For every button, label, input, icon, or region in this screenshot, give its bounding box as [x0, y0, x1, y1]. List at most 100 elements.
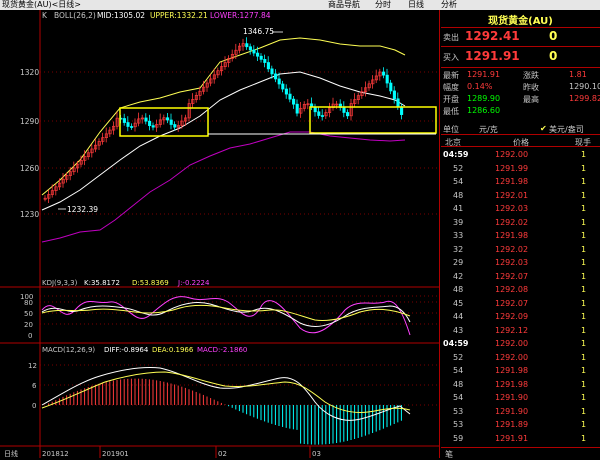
candle-body [76, 163, 80, 169]
kdj-legend-d: D:53.8369 [132, 279, 169, 287]
menu-item-daily[interactable]: 日线 [408, 0, 424, 9]
kdj-y-20: 20 [24, 321, 33, 329]
tick-price: 1292.00 [495, 339, 529, 348]
menu-item-analysis[interactable]: 分析 [441, 0, 457, 9]
tick-header: 北京 价格 现手 [441, 137, 600, 148]
stat-label: 开盘 [443, 95, 459, 104]
candle-body [61, 178, 65, 184]
tick-time: 52 [453, 163, 464, 173]
tick-row: 54 1291.90 1 [441, 393, 600, 404]
buy-row[interactable]: 买入 1291.91 0 [441, 48, 600, 66]
candle-body [144, 117, 148, 122]
tick-volume: 1 [581, 150, 587, 159]
candle-body [220, 66, 224, 72]
unit-bar: 单位 元/克 ✔ 美元/盎司 [441, 123, 600, 134]
candle-body [79, 160, 83, 165]
tick-time: 54 [453, 366, 464, 375]
unit-value[interactable]: 元/克 [479, 125, 498, 134]
candle-body [266, 62, 270, 70]
menu-item-timeshare[interactable]: 分时 [375, 0, 391, 9]
tick-volume: 1 [581, 298, 587, 308]
tick-price: 1292.02 [495, 217, 529, 227]
candle-body [270, 68, 274, 75]
kdj-y-50: 50 [24, 310, 33, 318]
tick-row: 59 1291.91 1 [441, 434, 600, 445]
candle-body [158, 119, 162, 125]
tick-volume: 1 [581, 325, 587, 335]
sell-row[interactable]: 卖出 1292.41 0 [441, 28, 600, 46]
tick-time: 43 [453, 325, 464, 335]
tick-time: 52 [453, 352, 464, 362]
candle-body [133, 122, 137, 128]
kdj-k-line [41, 301, 411, 327]
boll-upper-line [41, 37, 406, 196]
chart-area[interactable]: K BOLL(26,2) MID:1305.02 UPPER:1332.21 L… [0, 10, 440, 458]
candle-body [227, 58, 231, 63]
candle-body [202, 86, 206, 92]
candle-body [94, 144, 98, 150]
tick-volume: 1 [581, 433, 587, 443]
tick-row: 04:59 1292.00 1 [441, 339, 600, 350]
stat-item: 昨收 1290.10 [523, 82, 600, 93]
tick-price: 1291.99 [495, 163, 529, 173]
stat-label: 最新 [443, 71, 459, 80]
bottom-tab[interactable]: 笔 [445, 450, 453, 459]
candle-body [112, 125, 116, 131]
candle-body [198, 90, 202, 96]
tick-row: 04:59 1292.00 1 [441, 150, 600, 161]
candle-body [194, 95, 198, 100]
stat-value: 1299.82 [569, 94, 600, 103]
candle-body [396, 98, 400, 108]
candle-body [385, 74, 389, 84]
tick-row: 53 1291.89 1 [441, 420, 600, 431]
tick-row: 52 1292.00 1 [441, 353, 600, 364]
candle-body [234, 49, 238, 55]
tick-time: 44 [453, 312, 464, 321]
kdj-j-line [41, 296, 411, 336]
stat-value: 0.14% [467, 82, 493, 91]
candle-body [302, 104, 306, 109]
stat-label: 涨跌 [523, 71, 539, 80]
tick-time: 41 [453, 204, 464, 213]
stat-item: 幅度 0.14% [443, 82, 492, 93]
unit-check-icon: ✔ [540, 124, 547, 133]
tick-row: 32 1292.02 1 [441, 245, 600, 256]
candle-body [47, 194, 51, 199]
candle-body [72, 167, 76, 173]
tick-row: 39 1292.02 1 [441, 218, 600, 229]
tick-volume: 1 [581, 190, 587, 200]
kline-chart[interactable]: K BOLL(26,2) MID:1305.02 UPPER:1332.21 L… [0, 10, 440, 458]
tick-volume: 1 [581, 231, 587, 240]
stat-label: 幅度 [443, 83, 459, 92]
tick-volume: 1 [581, 204, 587, 213]
tick-time: 45 [453, 298, 464, 308]
menu-item-navigation[interactable]: 商品导航 [328, 0, 360, 9]
main-legend-type: K [42, 11, 48, 20]
macd-legend-macd: MACD:-2.1860 [197, 346, 247, 354]
candle-body [126, 122, 130, 127]
tick-volume: 1 [581, 217, 587, 227]
x-axis-period[interactable]: 日线 [4, 449, 18, 458]
tick-volume: 1 [581, 352, 587, 362]
x-label-02: 02 [218, 450, 227, 458]
consolidation-box-left [119, 107, 209, 137]
candle-body [241, 43, 245, 47]
y-label-1290: 1290 [20, 117, 39, 126]
candlesticks [43, 37, 404, 203]
main-legend-mid: MID:1305.02 [97, 11, 145, 20]
kdj-d-line [41, 304, 411, 321]
candle-body [374, 75, 378, 81]
candle-body [97, 141, 101, 146]
candle-body [364, 87, 368, 93]
tick-time: 59 [453, 433, 464, 443]
candle-body [108, 129, 112, 135]
x-label-03: 03 [312, 450, 321, 458]
candle-body [259, 55, 263, 60]
tick-row: 45 1292.07 1 [441, 299, 600, 310]
unit-alt[interactable]: 美元/盎司 [549, 125, 584, 134]
candle-body [90, 148, 94, 154]
tick-volume: 1 [581, 285, 587, 294]
candle-body [245, 43, 249, 48]
tick-header-volume: 现手 [575, 138, 591, 147]
tick-row: 48 1292.01 1 [441, 191, 600, 202]
